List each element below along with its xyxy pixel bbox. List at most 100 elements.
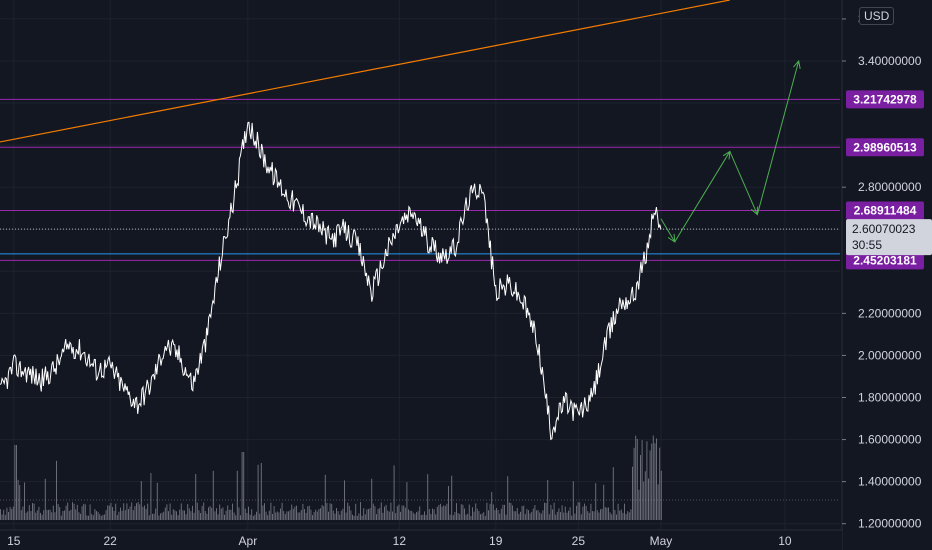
volume-bar (75, 509, 77, 520)
volume-bar (572, 481, 574, 520)
volume-bar (209, 506, 211, 520)
volume-bar (420, 515, 422, 520)
volume-bar (408, 509, 409, 520)
volume-bar (512, 505, 513, 520)
volume-bar (387, 510, 389, 520)
volume-bar (100, 515, 102, 520)
volume-bar (403, 505, 405, 520)
time-tick-label: 15 (7, 534, 21, 548)
volume-bar (374, 506, 376, 520)
volume-bar (545, 502, 547, 520)
volume-bar (321, 504, 323, 520)
currency-badge[interactable]: USD (859, 7, 895, 25)
volume-bar (35, 512, 37, 520)
volume-bar (163, 511, 165, 520)
volume-bar (504, 504, 505, 520)
volume-bar (104, 514, 105, 520)
volume-bar (456, 503, 457, 520)
volume-bar (334, 513, 336, 520)
volume-bar (9, 506, 11, 520)
volume-bar (643, 481, 645, 520)
volume-bar (324, 474, 326, 520)
volume-bar (33, 503, 35, 520)
volume-bar (166, 504, 168, 520)
volume-bar (308, 505, 310, 520)
volume-bar (6, 507, 8, 520)
volume-bar (136, 503, 137, 520)
volume-bar (273, 506, 275, 520)
volume-bar (312, 515, 313, 520)
volume-bar (113, 510, 115, 520)
volume-bar (491, 491, 493, 520)
volume-bar (515, 511, 517, 520)
volume-bar (560, 512, 561, 520)
volume-bar (256, 511, 257, 520)
volume-bar (232, 503, 233, 520)
volume-bar (62, 510, 64, 520)
volume-bar (102, 514, 104, 520)
volume-bar (73, 503, 75, 520)
volume-bar (376, 514, 377, 520)
volume-bar (398, 504, 400, 520)
volume-bar (340, 510, 342, 520)
volume-bar (168, 511, 169, 520)
volume-bar (628, 512, 630, 520)
volume-bar (203, 502, 205, 520)
volume-bar (358, 513, 360, 520)
volume-bar (68, 510, 70, 520)
volume-bar (435, 514, 437, 520)
time-tick-label: May (650, 534, 673, 548)
horizontal-levels (0, 98, 840, 261)
time-tick-label: 22 (103, 534, 117, 548)
volume-bar (595, 483, 597, 520)
volume-bar (264, 503, 265, 520)
volume-bar (556, 511, 558, 520)
volume-bar (609, 512, 611, 520)
volume-bar (624, 503, 625, 520)
volume-bar (593, 511, 595, 520)
volume-bar (299, 512, 301, 520)
volume-bar (444, 505, 446, 520)
volume-bar (507, 476, 509, 520)
volume-bar (604, 507, 606, 520)
volume-bar (550, 504, 552, 520)
volume-bar (276, 511, 278, 520)
volume-bar (412, 512, 414, 520)
volume-bar (353, 515, 355, 520)
volume-bar (158, 515, 160, 520)
level-price-badge (846, 201, 924, 220)
volume-bar (390, 502, 392, 520)
volume-bar (457, 513, 459, 520)
volume-bar (268, 510, 270, 520)
volume-bar (352, 514, 353, 520)
volume-bar (44, 478, 46, 520)
volume-bar (296, 505, 297, 520)
volume-bar (635, 435, 637, 520)
volume-bar (297, 512, 299, 520)
volume-bar (470, 515, 472, 520)
volume-bar (316, 511, 318, 520)
volume-bar (267, 515, 269, 520)
volume-bar (350, 510, 352, 520)
volume-bar (195, 474, 197, 520)
price-series (0, 121, 662, 441)
volume-bar (441, 506, 443, 520)
volume-bar (257, 464, 259, 520)
volume-bar (392, 511, 393, 520)
volume-bar (508, 502, 510, 520)
volume-bar (598, 512, 600, 520)
volume-bar (224, 514, 225, 520)
volume-bar (518, 513, 520, 520)
price-tick-label: 2.80000000 (858, 180, 922, 194)
volume-bar (417, 511, 419, 520)
volume-bar (414, 513, 416, 520)
volume-bar (388, 511, 390, 520)
volume-bar (155, 508, 157, 520)
volume-bar (52, 505, 54, 520)
volume-bar (284, 513, 286, 520)
volume-bar (411, 510, 413, 520)
volume-bar (32, 503, 33, 520)
volume-bar (305, 512, 307, 520)
